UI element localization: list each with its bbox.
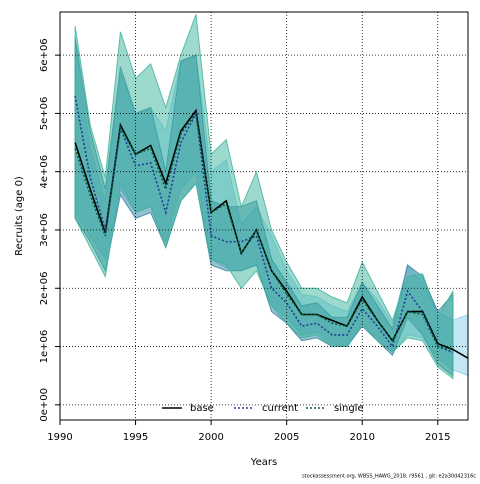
y-axis-label: Recruits (age 0) bbox=[14, 176, 25, 256]
x-tick-label: 1990 bbox=[47, 432, 72, 443]
y-tick-label: 2e+06 bbox=[39, 271, 50, 305]
legend-label: current bbox=[262, 403, 298, 414]
y-tick-label: 1e+06 bbox=[39, 330, 50, 364]
y-tick-label: 6e+06 bbox=[39, 38, 50, 72]
series-line bbox=[74, 108, 469, 359]
x-tick-label: 2015 bbox=[425, 432, 450, 443]
x-tick-label: 2005 bbox=[274, 432, 299, 443]
series-line bbox=[74, 95, 454, 354]
x-tick-label: 2000 bbox=[198, 432, 223, 443]
plot-frame bbox=[59, 11, 469, 421]
x-tick-label: 2010 bbox=[349, 432, 374, 443]
series-line bbox=[74, 111, 454, 351]
y-tick-label: 3e+06 bbox=[39, 213, 50, 247]
x-axis-label: Years bbox=[250, 457, 277, 468]
credit: stockassessment.org, WBSS_HAWG_2018, r95… bbox=[302, 474, 476, 480]
uncertainty-band bbox=[74, 14, 454, 380]
y-tick-label: 0e+00 bbox=[39, 388, 50, 422]
y-tick-label: 4e+06 bbox=[39, 155, 50, 189]
y-tick-label: 5e+06 bbox=[39, 97, 50, 131]
legend-label: single bbox=[334, 403, 364, 414]
x-tick-label: 1995 bbox=[123, 432, 148, 443]
legend-label: base bbox=[190, 403, 214, 414]
